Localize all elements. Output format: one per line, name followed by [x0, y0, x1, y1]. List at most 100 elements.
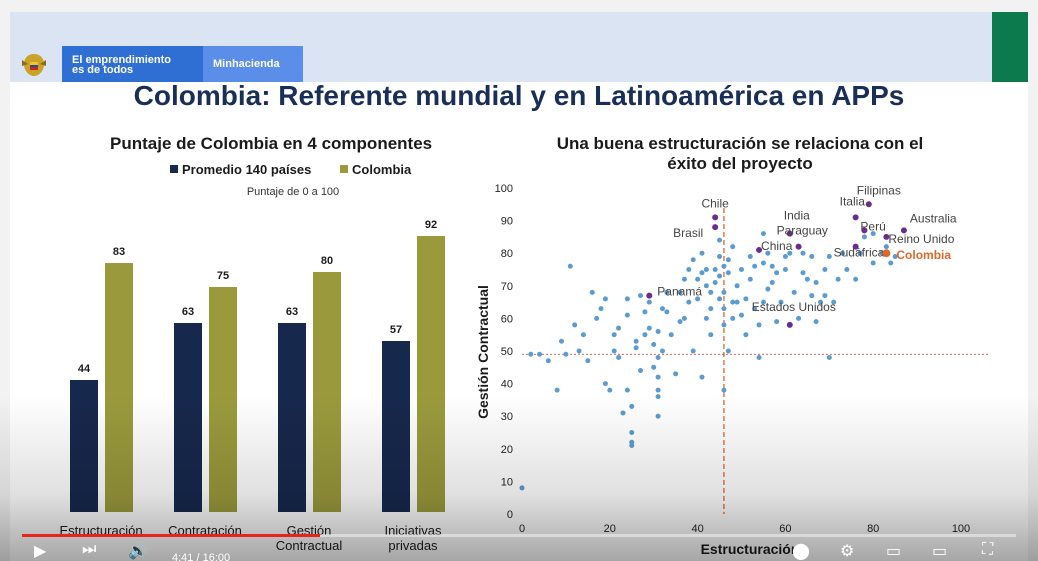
data-point-22	[620, 410, 626, 416]
data-point-91	[739, 312, 744, 318]
data-point-137	[883, 244, 889, 250]
data-point-110	[782, 267, 788, 272]
highlight-point-1	[712, 224, 719, 231]
data-point-19	[611, 332, 617, 338]
volume-icon[interactable]: 🔊	[128, 543, 148, 560]
data-point-116	[800, 250, 806, 256]
data-point-138	[888, 260, 894, 266]
settings-icon[interactable]: ⚙	[840, 543, 855, 560]
data-point-26	[629, 403, 635, 409]
bar-value-label-0-0: 44	[78, 363, 91, 375]
play-icon[interactable]: ▶	[34, 543, 47, 560]
data-point-92	[743, 296, 749, 302]
data-point-61	[695, 276, 701, 282]
x-tick-0: 0	[519, 523, 525, 535]
bar-2-1	[313, 272, 341, 512]
data-point-80	[721, 263, 727, 269]
data-point-13	[594, 315, 600, 321]
data-point-132	[857, 250, 863, 256]
data-point-60	[695, 296, 701, 302]
bar-value-label-2-0: 63	[286, 306, 298, 318]
data-point-72	[712, 280, 718, 286]
data-point-121	[813, 319, 819, 325]
highlight-label-0: Chile	[701, 196, 729, 210]
data-point-106	[769, 263, 775, 269]
ministry-tab: Minhacienda	[203, 46, 303, 82]
data-point-113	[791, 289, 797, 295]
data-point-78	[721, 306, 727, 312]
data-point-66	[703, 267, 709, 272]
bar-value-label-3-1: 92	[425, 219, 437, 231]
data-point-104	[765, 286, 771, 292]
progress-bar[interactable]	[22, 534, 1016, 537]
data-point-34	[642, 309, 648, 315]
y-tick-50: 50	[501, 346, 513, 358]
scatter-title-line-1: Una buena estructuración se relaciona co…	[556, 134, 924, 153]
x-tick-40: 40	[691, 523, 703, 535]
data-point-122	[818, 299, 824, 305]
data-point-33	[638, 368, 644, 374]
miniplayer-icon[interactable]: ▭	[886, 543, 902, 560]
data-point-28	[629, 443, 635, 449]
scatter-chart: 0 10 20 30 40 50 60 70 80 90 100 0 20 40 60 80 100 Estruc…	[475, 183, 988, 557]
data-point-21	[616, 355, 622, 361]
highlight-point-5	[865, 201, 872, 208]
data-point-41	[655, 355, 661, 361]
data-point-36	[646, 325, 652, 331]
data-point-135	[870, 260, 876, 266]
data-point-75	[717, 253, 723, 259]
highlight-point-11	[646, 292, 653, 299]
data-point-102	[760, 299, 766, 305]
data-point-55	[681, 315, 687, 321]
data-point-48	[664, 309, 670, 315]
data-point-83	[725, 270, 731, 276]
bar-2-0	[278, 323, 306, 512]
data-point-2	[537, 351, 543, 357]
data-point-71	[712, 267, 718, 272]
y-tick-40: 40	[501, 379, 513, 391]
data-point-64	[699, 374, 705, 380]
highlight-label-3: Paraguay	[777, 224, 828, 238]
data-point-5	[559, 338, 565, 344]
data-point-103	[765, 250, 771, 256]
x-axis-label: Estructuración	[701, 541, 800, 557]
y-tick-90: 90	[501, 216, 513, 228]
data-point-74	[717, 273, 723, 279]
data-point-63	[699, 270, 705, 276]
data-point-50	[668, 332, 674, 338]
data-point-93	[743, 332, 749, 338]
fullscreen-icon[interactable]: ⛶	[982, 541, 994, 558]
y-tick-10: 10	[501, 476, 513, 488]
data-point-118	[809, 293, 815, 299]
next-icon[interactable]: ⏭	[82, 541, 97, 558]
highlight-label-10: Sudáfrica	[834, 246, 885, 260]
data-point-3	[545, 358, 551, 364]
data-point-46	[659, 306, 665, 312]
data-point-4	[554, 387, 560, 393]
theater-mode-icon[interactable]: ▭	[932, 543, 948, 560]
highlight-label-4: Italia	[840, 194, 866, 208]
category-label-2-1: Contractual	[276, 538, 343, 553]
slide: El emprendimiento es de todos Minhaciend…	[10, 12, 1028, 561]
slide-title: Colombia: Referente mundial y en Latinoa…	[133, 80, 905, 111]
data-point-35	[642, 332, 648, 338]
data-point-130	[844, 267, 850, 272]
data-point-56	[686, 299, 692, 305]
highlight-point-9	[756, 246, 763, 253]
data-point-94	[747, 253, 753, 259]
data-point-107	[774, 270, 780, 276]
header-green-block	[992, 12, 1028, 82]
data-point-7	[567, 263, 573, 269]
autoplay-toggle-icon[interactable]: ⬤	[792, 543, 810, 560]
legend-label-1: Colombia	[352, 162, 412, 177]
data-point-88	[734, 283, 740, 289]
bar-1-1	[209, 287, 237, 512]
data-point-29	[629, 430, 635, 435]
x-tick-80: 80	[867, 523, 879, 535]
data-point-47	[659, 348, 665, 354]
data-point-44	[655, 394, 661, 400]
highlight-point-12	[786, 321, 793, 328]
highlight-point-10	[852, 243, 859, 250]
data-point-98	[756, 322, 762, 328]
